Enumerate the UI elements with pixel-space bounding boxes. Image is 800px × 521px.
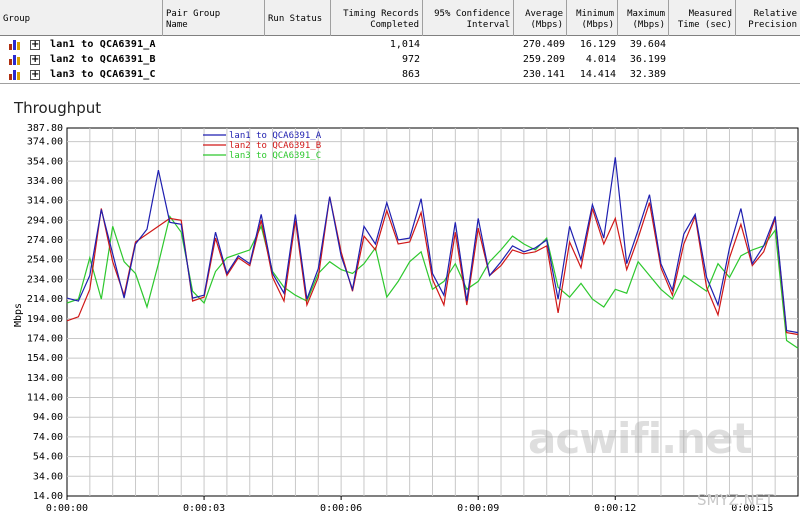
pair-name: lan3 to QCA6391_C <box>50 69 156 80</box>
minimum-mbps: 4.014 <box>585 54 616 65</box>
bar-chart-icon <box>9 70 21 80</box>
minimum-mbps: 14.414 <box>579 69 616 80</box>
series-line-1 <box>66 157 799 334</box>
y-tick-label: 134.00 <box>27 373 63 384</box>
maximum-mbps: 36.199 <box>629 54 666 65</box>
y-tick-label: 254.00 <box>27 255 63 266</box>
column-header-pair-group-name[interactable]: Pair Group Name <box>163 0 265 36</box>
legend-label: lan1 to QCA6391_A <box>229 131 322 141</box>
average-mbps: 270.409 <box>522 39 565 50</box>
results-table: Group Pair Group Name Run Status Timing … <box>0 0 800 84</box>
column-header-confidence-interval[interactable]: 95% Confidence Interval <box>423 0 514 36</box>
y-tick-label: 354.00 <box>27 156 63 167</box>
y-tick-label: 334.00 <box>27 176 63 187</box>
watermark-text: acwifi.net <box>528 414 753 463</box>
column-header-average[interactable]: Average (Mbps) <box>514 0 567 36</box>
throughput-chart: 387.80 374.00 354.00 334.00 314.00 294.00 274.… <box>13 123 799 514</box>
y-tick-label: 387.80 <box>27 123 63 134</box>
column-header-minimum[interactable]: Minimum (Mbps) <box>567 0 618 36</box>
y-tick-label: 194.00 <box>27 314 63 325</box>
table-header: Group Pair Group Name Run Status Timing … <box>0 0 800 36</box>
column-header-timing-records[interactable]: Timing Records Completed <box>331 0 423 36</box>
y-tick-label: 14.00 <box>33 491 63 502</box>
expand-icon[interactable]: + <box>30 54 40 65</box>
column-header-run-status[interactable]: Run Status <box>265 0 331 36</box>
y-tick-label: 214.00 <box>27 294 63 305</box>
x-tick-label: 0:00:12 <box>594 503 636 514</box>
y-tick-label: 34.00 <box>33 471 63 482</box>
x-tick-label: 0:00:00 <box>46 503 88 514</box>
average-mbps: 230.141 <box>522 69 565 80</box>
minimum-mbps: 16.129 <box>579 39 616 50</box>
table-row[interactable]: + lan1 to QCA6391_A 1,014 270.409 16.129… <box>0 38 800 52</box>
expand-icon[interactable]: + <box>30 39 40 50</box>
y-tick-label: 154.00 <box>27 353 63 364</box>
y-tick-label: 174.00 <box>27 333 63 344</box>
expand-icon[interactable]: + <box>30 69 40 80</box>
y-tick-label: 374.00 <box>27 137 63 148</box>
x-tick-label: 0:00:09 <box>457 503 499 514</box>
y-tick-label: 234.00 <box>27 274 63 285</box>
chart-title: Throughput <box>14 99 102 117</box>
x-tick-label: 0:00:03 <box>183 503 225 514</box>
y-tick-label: 74.00 <box>33 432 63 443</box>
x-tick-label: 0:00:15 <box>731 503 773 514</box>
y-tick-label: 274.00 <box>27 235 63 246</box>
maximum-mbps: 39.604 <box>629 39 666 50</box>
y-tick-label: 114.00 <box>27 393 63 404</box>
records-completed: 972 <box>401 54 420 65</box>
records-completed: 863 <box>401 69 420 80</box>
maximum-mbps: 32.389 <box>629 69 666 80</box>
bar-chart-icon <box>9 40 21 50</box>
column-header-maximum[interactable]: Maximum (Mbps) <box>618 0 669 36</box>
column-header-measured-time[interactable]: Measured Time (sec) <box>669 0 736 36</box>
y-axis-label: Mbps <box>13 303 24 327</box>
column-header-relative-precision[interactable]: Relative Precision <box>748 9 797 30</box>
y-tick-label: 314.00 <box>27 196 63 207</box>
corner-watermark: SMYZ.NET <box>697 491 774 509</box>
table-row[interactable]: + lan3 to QCA6391_C 863 230.141 14.414 3… <box>0 68 800 82</box>
pair-name: lan2 to QCA6391_B <box>50 54 156 65</box>
average-mbps: 259.209 <box>522 54 565 65</box>
legend-label: lan3 to QCA6391_C <box>229 151 321 161</box>
pair-name: lan1 to QCA6391_A <box>50 39 156 50</box>
table-row[interactable]: + lan2 to QCA6391_B 972 259.209 4.014 36… <box>0 53 800 67</box>
x-tick-label: 0:00:06 <box>320 503 362 514</box>
y-tick-label: 54.00 <box>33 452 63 463</box>
bar-chart-icon <box>9 55 21 65</box>
y-tick-label: 294.00 <box>27 215 63 226</box>
legend-label: lan2 to QCA6391_B <box>229 141 321 151</box>
column-header-group[interactable]: Group <box>0 0 163 36</box>
y-tick-label: 94.00 <box>33 412 63 423</box>
records-completed: 1,014 <box>389 39 420 50</box>
